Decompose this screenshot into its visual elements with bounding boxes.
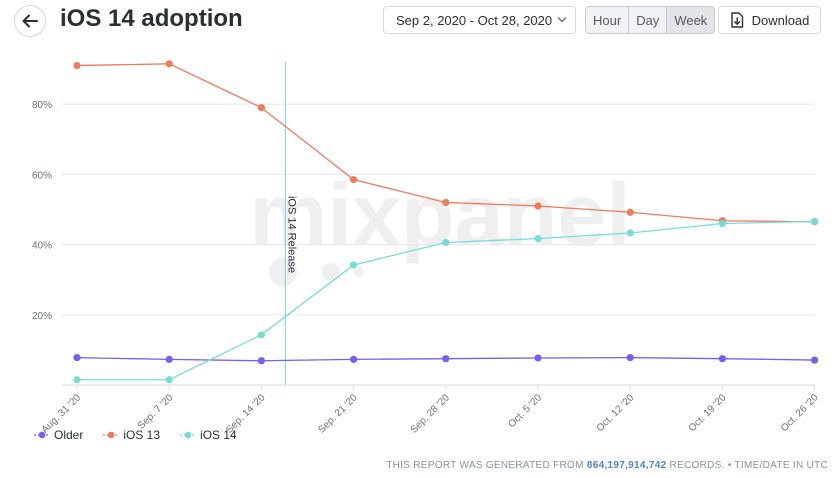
x-tick-label: Oct. 19 '20	[687, 392, 729, 434]
series-ios13	[73, 60, 819, 226]
data-point	[442, 238, 450, 247]
data-point	[165, 376, 173, 384]
legend-marker-ios14	[180, 431, 197, 439]
series-ios14	[73, 217, 819, 384]
data-point	[718, 355, 727, 363]
time-unit-selector: Hour Day Week	[585, 6, 716, 34]
data-point	[73, 61, 81, 70]
arrow-left-icon	[22, 14, 38, 28]
unit-day-button[interactable]: Day	[629, 7, 668, 33]
x-tick-label: Sep. 21 '20	[316, 392, 360, 436]
x-tick-label: Oct. 26 '20	[779, 392, 821, 434]
chevron-down-icon	[557, 17, 567, 23]
data-point	[350, 261, 358, 269]
y-tick-label: 40%	[32, 241, 52, 252]
y-tick-label: 20%	[32, 311, 52, 322]
data-point	[442, 198, 450, 207]
footer-prefix: THIS REPORT WAS GENERATED FROM	[386, 460, 584, 471]
page-title: iOS 14 adoption	[60, 5, 243, 32]
data-point	[626, 354, 634, 362]
data-point	[257, 331, 265, 339]
download-button[interactable]: Download	[718, 6, 821, 34]
chart-legend: Older iOS 13 iOS 14	[34, 428, 257, 442]
watermark-dot-large	[269, 258, 297, 286]
data-point	[442, 355, 450, 363]
y-axis-ticks: 20% 40% 60% 80%	[32, 100, 52, 322]
legend-label-ios14: iOS 14	[200, 428, 237, 442]
y-tick-label: 80%	[32, 100, 52, 111]
data-point	[626, 208, 634, 216]
legend-item-ios13[interactable]: iOS 13	[103, 428, 160, 442]
data-point	[73, 354, 81, 362]
x-tick-label: Oct. 5 '20	[506, 392, 544, 430]
download-icon	[730, 12, 743, 28]
legend-marker-ios13	[103, 431, 120, 439]
data-point	[718, 219, 727, 228]
data-point	[350, 176, 358, 184]
data-point	[350, 355, 358, 363]
records-count: 864,197,914,742	[586, 460, 667, 471]
y-tick-label: 60%	[32, 170, 52, 181]
data-point	[534, 235, 542, 243]
report-footer: THIS REPORT WAS GENERATED FROM 864,197,9…	[386, 460, 828, 471]
unit-hour-button[interactable]: Hour	[586, 7, 630, 33]
unit-week-button[interactable]: Week	[667, 7, 715, 33]
legend-item-ios14[interactable]: iOS 14	[180, 428, 237, 442]
watermark-dot-small	[354, 267, 364, 277]
release-annotation: iOS 14 Release	[284, 62, 297, 385]
data-point	[626, 229, 634, 237]
data-point	[257, 104, 265, 112]
x-tick-label: Sep. 28 '20	[409, 392, 453, 436]
date-range-label: Sep 2, 2020 - Oct 28, 2020	[396, 12, 553, 28]
chart-series	[73, 60, 819, 384]
watermark-text: mixpanel	[249, 165, 630, 264]
footer-suffix: RECORDS. • TIME/DATE IN UTC	[669, 460, 828, 471]
data-point	[257, 357, 265, 365]
data-point	[534, 202, 542, 210]
data-point	[165, 60, 173, 68]
release-label: iOS 14 Release	[285, 196, 297, 273]
chart-watermark: mixpanel	[249, 165, 631, 286]
x-tick-label: Sep. 7 '20	[136, 392, 176, 432]
data-point	[811, 217, 819, 226]
x-tick-label: Oct. 12 '20	[595, 392, 637, 434]
legend-marker-older	[34, 431, 50, 439]
legend-item-older[interactable]: Older	[34, 428, 83, 442]
data-point	[165, 355, 173, 363]
back-button[interactable]	[14, 5, 46, 37]
data-point	[534, 354, 542, 362]
series-older	[73, 354, 819, 365]
watermark-dot-medium	[322, 263, 340, 281]
data-point	[73, 376, 81, 384]
date-range-picker[interactable]: Sep 2, 2020 - Oct 28, 2020	[383, 6, 576, 34]
legend-label-older: Older	[54, 428, 84, 442]
download-label: Download	[751, 12, 810, 28]
data-point	[811, 356, 819, 364]
legend-label-ios13: iOS 13	[123, 428, 161, 442]
